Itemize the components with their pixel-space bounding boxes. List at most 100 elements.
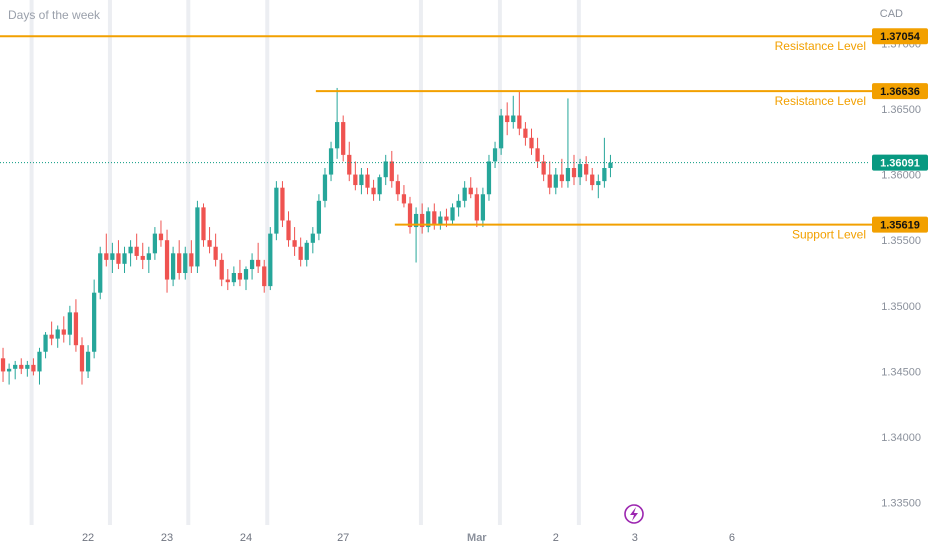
candle [0, 347, 6, 382]
y-tick-label: 1.34000 [881, 432, 921, 444]
candle [474, 187, 479, 228]
candle [43, 332, 48, 359]
candle [183, 246, 188, 280]
candle [322, 168, 328, 208]
candle [413, 207, 419, 263]
level-price-tag: 1.35619 [872, 216, 928, 233]
candle [353, 161, 358, 191]
candle [565, 98, 571, 188]
price-levels: Resistance Level Resistance Level Support … [0, 35, 872, 242]
level-label: Resistance Level [775, 94, 866, 108]
candle [213, 233, 218, 267]
candle [231, 266, 236, 287]
session-gridline [265, 0, 270, 525]
candle [341, 115, 346, 162]
candle [92, 279, 97, 359]
candle [480, 187, 486, 228]
session-gridline [29, 0, 34, 525]
candle [371, 179, 376, 201]
candle [98, 246, 103, 300]
x-tick-label: 27 [337, 532, 349, 544]
level-price-tag: 1.37054 [872, 28, 928, 45]
x-tick-label: 3 [632, 532, 638, 544]
price-tags: 1.37054 1.36636 1.35619 1.36091 [872, 28, 928, 233]
candle [456, 194, 461, 217]
candle [158, 220, 164, 247]
session-gridline [186, 0, 191, 525]
candle [395, 174, 400, 201]
level-label: Resistance Level [775, 39, 866, 53]
svg-text:1.36091: 1.36091 [880, 158, 920, 170]
candle [280, 181, 285, 228]
candle [365, 168, 370, 195]
candle [67, 305, 72, 346]
level-price-tag: 1.36636 [872, 83, 928, 100]
x-tick-label: Mar [467, 532, 487, 544]
candle [529, 128, 534, 155]
candle [571, 154, 577, 186]
candle [577, 158, 583, 186]
candle [328, 141, 334, 182]
candle [177, 240, 182, 280]
candle [602, 137, 607, 188]
candle [243, 266, 249, 291]
candle [316, 194, 322, 241]
candle [122, 246, 127, 273]
candle [262, 259, 267, 293]
candle [511, 95, 516, 129]
candle [559, 158, 564, 188]
session-gridline [576, 0, 581, 525]
candle [225, 269, 230, 291]
svg-text:1.36636: 1.36636 [880, 86, 920, 98]
candle [37, 347, 42, 385]
candle [140, 242, 145, 270]
candle [286, 211, 291, 247]
x-tick-label: 6 [729, 532, 735, 544]
candle [85, 345, 91, 378]
y-tick-label: 1.36500 [881, 104, 921, 116]
session-gridlines [29, 0, 581, 525]
candle [292, 227, 297, 256]
candle [596, 174, 601, 199]
candle [219, 253, 224, 287]
candle [383, 154, 388, 186]
lightning-icon[interactable] [624, 504, 644, 524]
candle [486, 154, 492, 201]
candle [207, 227, 212, 254]
candle [19, 358, 24, 375]
candles [0, 87, 613, 385]
candle [128, 240, 133, 267]
candle [110, 242, 115, 273]
candle [310, 227, 315, 254]
candle [347, 141, 352, 182]
candle [79, 337, 85, 385]
candle [547, 161, 552, 195]
level-label: Support Level [792, 228, 866, 242]
candle [401, 185, 407, 208]
chart-title: Days of the week [8, 8, 101, 22]
candle [523, 122, 528, 146]
candle [468, 177, 473, 199]
y-tick-label: 1.33500 [881, 498, 921, 510]
candle [407, 196, 413, 234]
candle [498, 108, 504, 155]
candle [134, 233, 139, 260]
candle [268, 227, 273, 291]
candle [298, 237, 303, 267]
candle [201, 203, 206, 247]
x-axis: 22 23 24 27 Mar 2 3 6 [82, 532, 735, 544]
candle [237, 259, 243, 287]
currency-label: CAD [880, 8, 903, 20]
current-price-tag: 1.36091 [872, 154, 928, 171]
x-tick-label: 2 [553, 532, 559, 544]
candle [31, 358, 36, 376]
candle [104, 233, 109, 267]
candle [249, 253, 255, 280]
candle [432, 203, 437, 230]
candle [359, 168, 364, 195]
session-gridline [418, 0, 423, 525]
candle [189, 240, 194, 273]
session-gridline [107, 0, 112, 525]
candle [6, 363, 12, 385]
